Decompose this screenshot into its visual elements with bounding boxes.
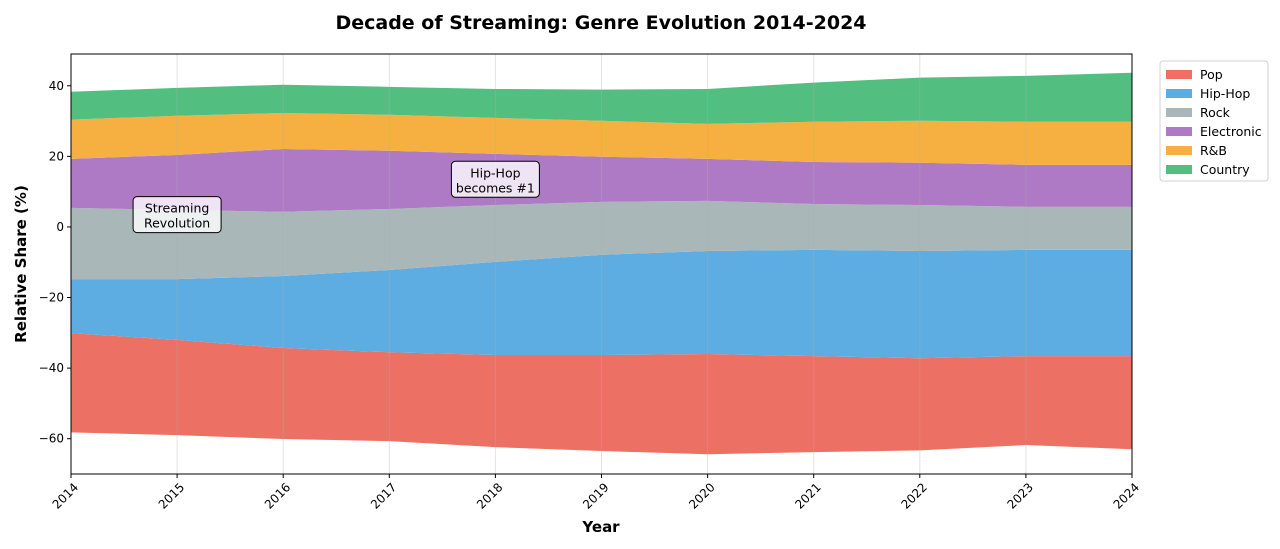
legend-label: Country [1200, 162, 1250, 177]
legend-label: Pop [1200, 67, 1223, 82]
legend-label: Electronic [1200, 124, 1262, 139]
legend-swatch [1166, 146, 1192, 155]
x-tick-label: 2022 [898, 480, 929, 511]
legend: Pop Hip-Hop Rock Electronic R&B Country [1159, 60, 1269, 182]
x-tick-label: 2019 [580, 480, 611, 511]
area-pop [71, 333, 1132, 455]
legend-label: R&B [1200, 143, 1227, 158]
legend-label: Rock [1200, 105, 1231, 120]
y-axis-label: Relative Share (%) [12, 185, 30, 343]
y-tick-label: 20 [49, 149, 64, 163]
legend-item: Electronic [1166, 124, 1262, 139]
y-tick-label: −60 [39, 432, 64, 446]
y-tick-label: −40 [39, 361, 64, 375]
legend-swatch [1166, 127, 1192, 136]
y-tick-label: 0 [56, 220, 64, 234]
area-country [71, 72, 1132, 124]
legend-swatch [1166, 108, 1192, 117]
legend-item: Country [1166, 162, 1250, 177]
legend-item: Rock [1166, 105, 1231, 120]
x-axis-label: Year [581, 518, 620, 536]
x-tick-label: 2016 [262, 480, 293, 511]
svg-text:Revolution: Revolution [144, 216, 210, 231]
y-tick-label: 40 [49, 79, 64, 93]
svg-text:Streaming: Streaming [145, 201, 210, 216]
legend-item: Pop [1166, 67, 1223, 82]
legend-swatch [1166, 89, 1192, 98]
area-r-b [71, 112, 1132, 165]
y-tick-label: −20 [39, 291, 64, 305]
x-tick-label: 2023 [1005, 480, 1036, 511]
x-tick-label: 2020 [686, 480, 717, 511]
area-electronic [71, 148, 1132, 212]
area-rock [71, 200, 1132, 280]
legend-swatch [1166, 70, 1192, 79]
legend-swatch [1166, 165, 1192, 174]
chart-title: Decade of Streaming: Genre Evolution 201… [335, 12, 866, 34]
area-hip-hop [71, 249, 1132, 359]
svg-text:becomes #1: becomes #1 [456, 180, 535, 195]
x-tick-label: 2014 [50, 480, 81, 511]
legend-label: Hip-Hop [1200, 86, 1250, 101]
x-tick-label: 2018 [474, 480, 505, 511]
legend-item: Hip-Hop [1166, 86, 1250, 101]
x-tick-label: 2017 [368, 480, 399, 511]
svg-text:Hip-Hop: Hip-Hop [470, 165, 520, 180]
legend-item: R&B [1166, 143, 1227, 158]
x-tick-label: 2021 [792, 480, 823, 511]
x-tick-label: 2024 [1111, 480, 1142, 511]
x-tick-label: 2015 [156, 480, 187, 511]
